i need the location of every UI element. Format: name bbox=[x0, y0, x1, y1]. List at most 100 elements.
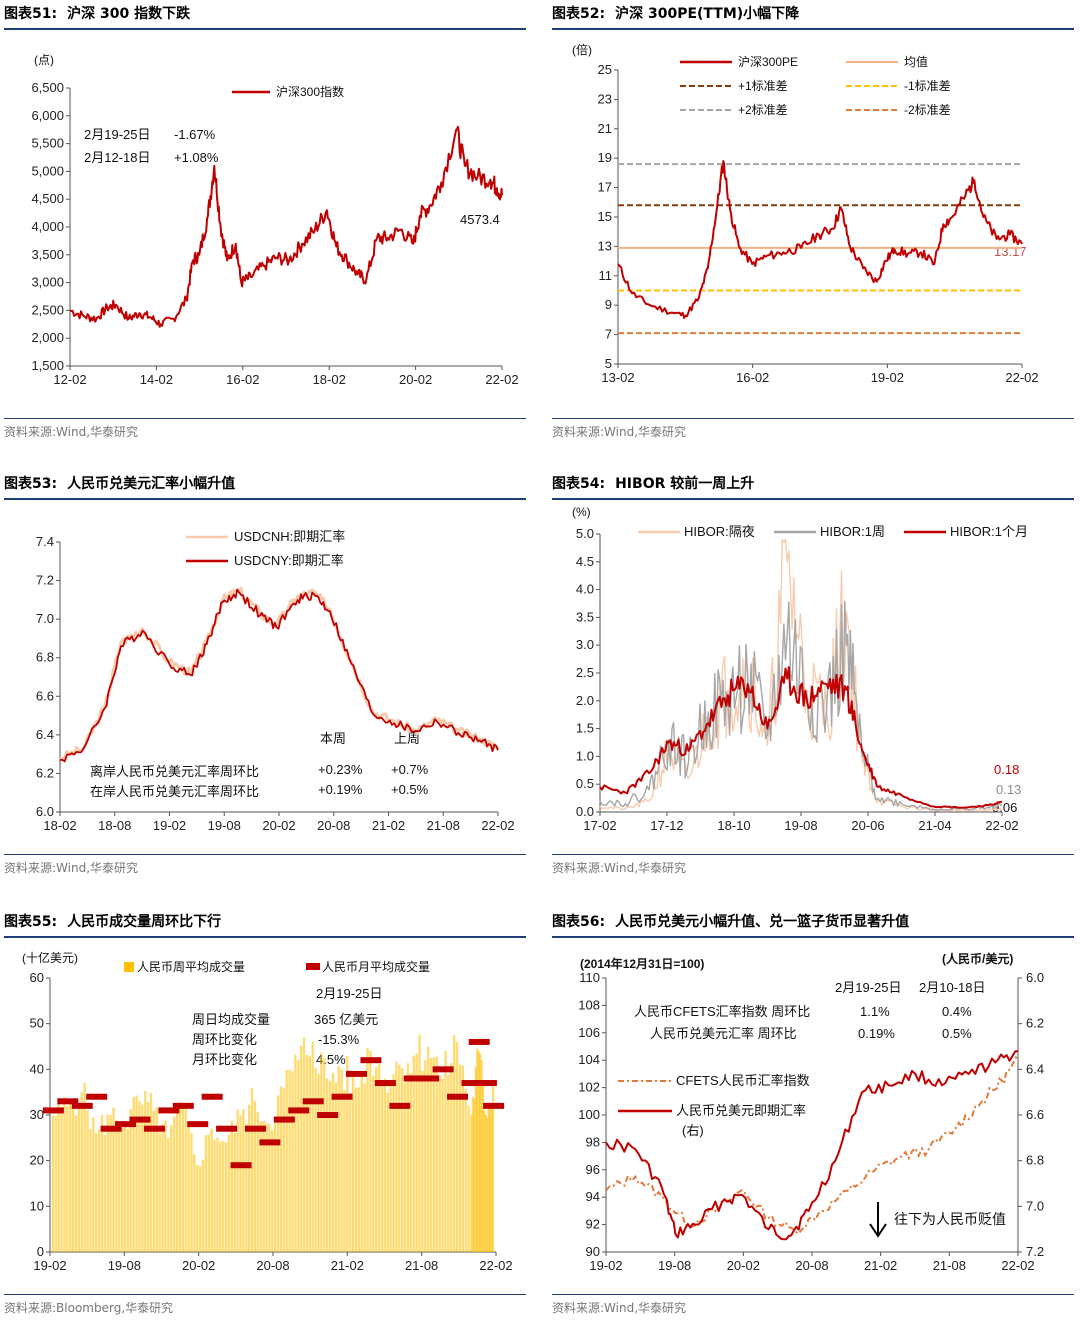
weekly-bar bbox=[167, 1137, 170, 1252]
x-tick-label: 16-02 bbox=[736, 370, 769, 385]
weekly-bar bbox=[149, 1092, 153, 1252]
x-tick-label: 21-08 bbox=[405, 1258, 438, 1273]
monthly-mark bbox=[86, 1093, 108, 1100]
chart-panel-56: 图表56: 人民币兑美元小幅升值、兑一篮子货币显著升值 (2014年12月31日=… bbox=[552, 910, 1074, 1320]
y-tick-label: 92 bbox=[586, 1217, 600, 1232]
weekly-bar bbox=[155, 1107, 159, 1252]
weekly-bar bbox=[170, 1124, 173, 1252]
legend-cny: USDCNY:即期汇率 bbox=[234, 553, 344, 568]
y-tick-label: 2,500 bbox=[31, 302, 64, 317]
chart-54-plot: (%) HIBOR:隔夜 HIBOR:1周 HIBOR:1个月 0.18 0.1… bbox=[572, 505, 1028, 833]
legend-1w: HIBOR:1周 bbox=[820, 524, 885, 539]
chart-title-text: HIBOR 较前一周上升 bbox=[615, 476, 755, 492]
weekly-bar bbox=[481, 1085, 485, 1252]
weekly-bar bbox=[461, 1065, 465, 1252]
weekly-bar bbox=[161, 1124, 164, 1252]
y-tick-label: 96 bbox=[586, 1162, 600, 1177]
weekly-bar bbox=[216, 1137, 219, 1252]
y-tick-label-right: 7.0 bbox=[1026, 1198, 1044, 1213]
weekly-bar bbox=[363, 1083, 366, 1252]
weekly-bar bbox=[490, 1103, 493, 1252]
monthly-mark bbox=[447, 1093, 469, 1100]
y-tick-label: 2.5 bbox=[576, 665, 594, 680]
weekly-bar bbox=[484, 1115, 488, 1252]
x-tick-label: 20-06 bbox=[851, 818, 884, 833]
y-tick-label: 1,500 bbox=[31, 358, 64, 373]
chart-53-plot: USDCNH:即期汇率 USDCNY:即期汇率 本周 上周 离岸人民币兑美元汇率… bbox=[36, 529, 515, 833]
weekly-bar bbox=[222, 1141, 225, 1252]
weekly-bar bbox=[398, 1064, 401, 1252]
y-tick-label: 104 bbox=[578, 1052, 600, 1067]
weekly-bar bbox=[239, 1115, 242, 1252]
monthly-mark bbox=[158, 1107, 180, 1114]
weekly-bar bbox=[146, 1102, 150, 1252]
y-tick-label: 5,000 bbox=[31, 163, 64, 178]
weekly-bar bbox=[464, 1089, 467, 1252]
table-row-this: 1.1% bbox=[860, 1004, 890, 1019]
weekly-bar bbox=[253, 1101, 257, 1252]
weekly-bar bbox=[455, 1041, 459, 1252]
x-tick-label: 18-02 bbox=[43, 818, 76, 833]
weekly-bar bbox=[227, 1134, 231, 1252]
weekly-bar bbox=[458, 1064, 462, 1252]
weekly-bar bbox=[115, 1120, 118, 1252]
y-tick-label: 0 bbox=[37, 1244, 44, 1259]
weekly-bar bbox=[219, 1141, 222, 1252]
weekly-bar bbox=[77, 1107, 81, 1252]
monthly-mark bbox=[288, 1107, 310, 1114]
y-tick-label: 9 bbox=[605, 297, 612, 312]
monthly-mark bbox=[483, 1102, 505, 1109]
weekly-bar bbox=[69, 1101, 72, 1252]
legend-cfets: CFETS人民币汇率指数 bbox=[676, 1073, 810, 1088]
weekly-bar bbox=[337, 1065, 340, 1252]
monthly-mark bbox=[129, 1116, 151, 1123]
weekly-bar bbox=[314, 1067, 317, 1252]
weekly-bar bbox=[271, 1130, 274, 1252]
weekly-bar bbox=[89, 1129, 92, 1252]
legend-swatch-weekly bbox=[124, 962, 134, 972]
weekly-bar bbox=[372, 1076, 375, 1252]
monthly-mark bbox=[317, 1112, 339, 1118]
x-tick-label: 20-08 bbox=[256, 1258, 289, 1273]
weekly-bar bbox=[83, 1082, 86, 1252]
weekly-bar bbox=[305, 1054, 309, 1252]
y-tick-label: 6,000 bbox=[31, 108, 64, 123]
y-tick-label: 4.0 bbox=[576, 582, 594, 597]
weekly-bar bbox=[351, 1071, 355, 1252]
weekly-bar bbox=[491, 1085, 495, 1252]
x-tick-label: 19-02 bbox=[33, 1258, 66, 1273]
monthly-mark bbox=[389, 1102, 411, 1109]
annotation-label: 周日均成交量 bbox=[192, 1012, 270, 1027]
y-unit-label: (十亿美元) bbox=[22, 950, 78, 965]
weekly-bar bbox=[421, 1070, 424, 1252]
weekly-bar bbox=[477, 1051, 480, 1252]
weekly-bar bbox=[400, 1067, 404, 1252]
x-tick-label: 18-02 bbox=[313, 372, 346, 387]
weekly-bar bbox=[97, 1129, 101, 1252]
x-tick-label: 19-08 bbox=[108, 1258, 141, 1273]
weekly-bar bbox=[92, 1117, 95, 1252]
y-tick-label: 7.0 bbox=[36, 611, 54, 626]
monthly-mark bbox=[216, 1125, 238, 1132]
weekly-bar bbox=[447, 1074, 450, 1252]
weekly-bar bbox=[80, 1092, 83, 1252]
weekly-bar bbox=[340, 1069, 343, 1252]
weekly-bar bbox=[288, 1069, 291, 1252]
weekly-bar bbox=[141, 1104, 144, 1252]
weekly-bar bbox=[302, 1037, 306, 1252]
y-tick-label: 110 bbox=[579, 970, 600, 985]
chart-source-52: 资料来源:Wind,华泰研究 bbox=[552, 418, 1074, 443]
table-row-this: +0.19% bbox=[318, 782, 363, 797]
weekly-bar bbox=[483, 1110, 486, 1252]
weekly-bar bbox=[123, 1124, 127, 1252]
chart-title-text: 沪深 300PE(TTM)小幅下降 bbox=[615, 6, 800, 22]
legend-plus2sd: +2标准差 bbox=[738, 103, 788, 117]
weekly-bar bbox=[418, 1034, 421, 1252]
weekly-bar bbox=[198, 1165, 202, 1252]
y-tick-label-right: 7.2 bbox=[1026, 1244, 1044, 1259]
x-tick-label: 19-02 bbox=[589, 1258, 622, 1273]
chart-number: 图表55: bbox=[4, 914, 58, 930]
x-tick-label: 22-02 bbox=[481, 818, 514, 833]
chart-title-55: 图表55: 人民币成交量周环比下行 bbox=[4, 910, 526, 938]
series-hibor-0 bbox=[599, 538, 1003, 812]
